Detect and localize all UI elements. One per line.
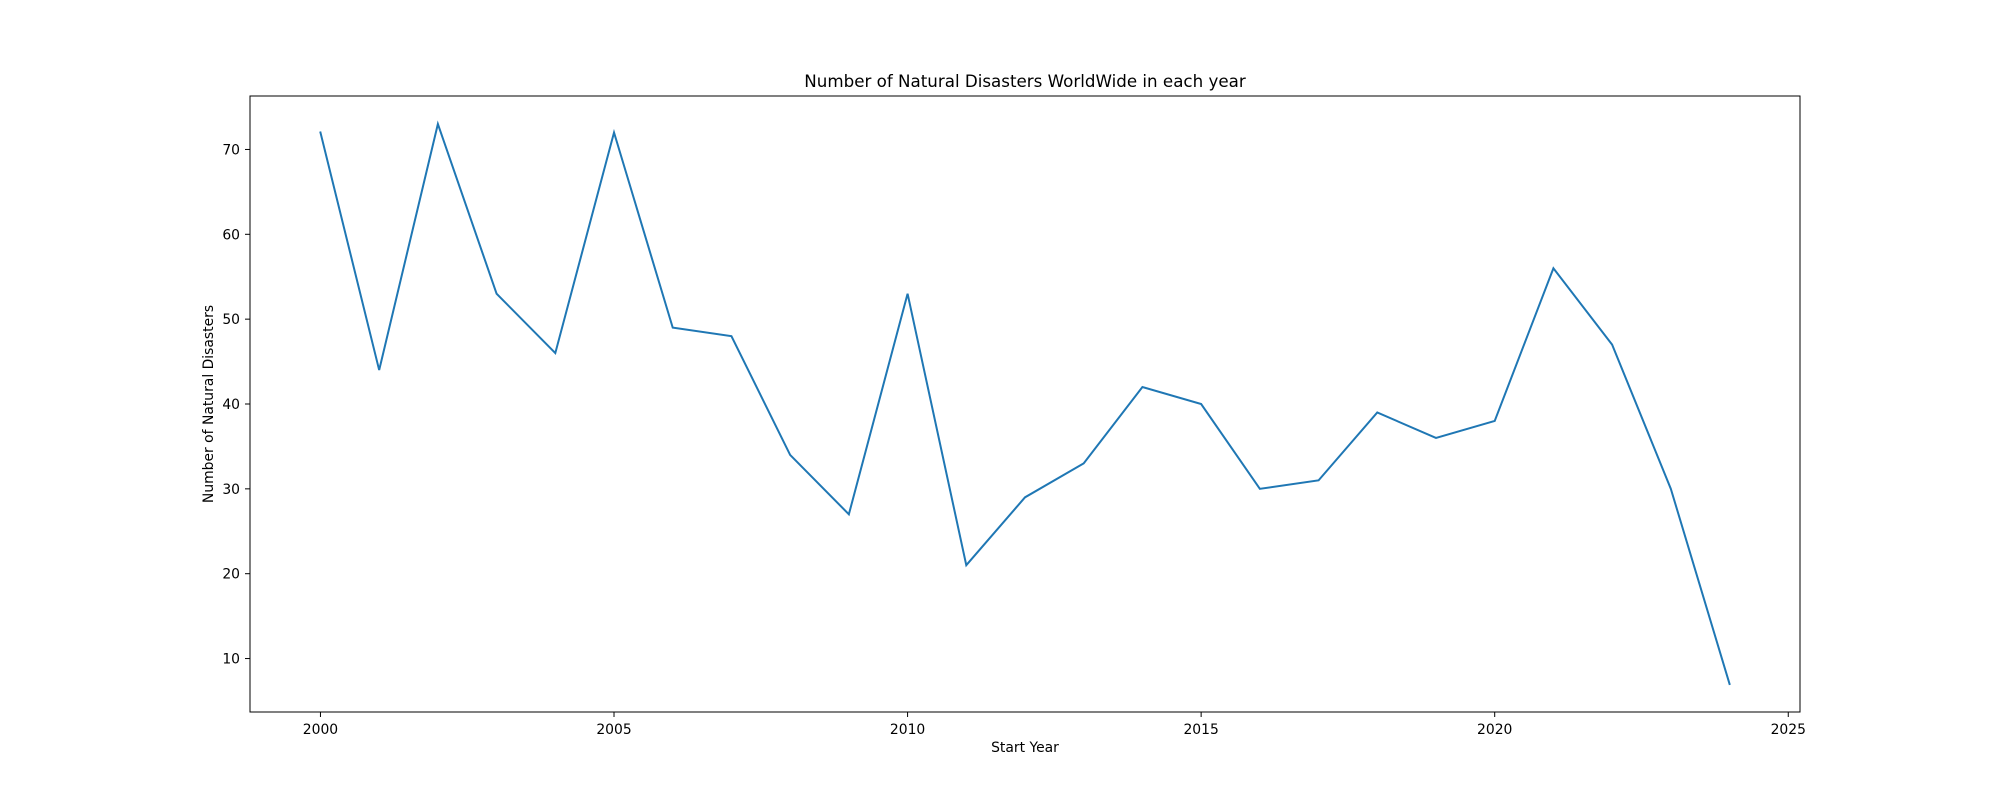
data-point (1316, 477, 1322, 483)
y-tick-label: 50 (222, 312, 240, 328)
x-tick-label: 2005 (596, 722, 631, 738)
data-point (611, 129, 617, 135)
data-point (670, 325, 676, 331)
data-point (905, 291, 911, 297)
data-point (1022, 494, 1028, 500)
data-point (1433, 435, 1439, 441)
data-point (846, 511, 852, 517)
y-tick-label: 70 (222, 142, 240, 158)
y-tick-label: 30 (222, 482, 240, 498)
x-axis-title: Start Year (991, 740, 1059, 756)
y-tick-label: 40 (222, 397, 240, 413)
data-point (1198, 401, 1204, 407)
data-point (1081, 460, 1087, 466)
data-point (1550, 265, 1556, 271)
y-tick-label: 10 (222, 652, 240, 668)
data-point (1374, 409, 1380, 415)
data-point (1492, 418, 1498, 424)
data-point (494, 291, 500, 297)
data-point (1668, 486, 1674, 492)
data-point (787, 452, 793, 458)
y-tick-label: 60 (222, 227, 240, 243)
data-point (1727, 681, 1733, 687)
data-point (317, 129, 323, 135)
data-point (435, 121, 441, 127)
data-point (376, 367, 382, 373)
plot-frame (249, 95, 1801, 713)
x-tick-label: 2010 (890, 722, 925, 738)
data-point (728, 333, 734, 339)
chart-title: Number of Natural Disasters WorldWide in… (804, 71, 1246, 91)
data-point (552, 350, 558, 356)
y-tick-label: 20 (222, 567, 240, 583)
series-layer (317, 120, 1733, 687)
ticks-layer: 2000 2005 2010 2015 2020 2025 10 20 30 40 50 60 70 (222, 142, 1806, 738)
data-point (963, 562, 969, 568)
y-axis-title: Number of Natural Disasters (201, 305, 217, 503)
x-tick-label: 2000 (303, 722, 338, 738)
data-point (1609, 342, 1615, 348)
series-line (319, 120, 1731, 686)
x-tick-label: 2015 (1183, 722, 1218, 738)
x-tick-label: 2025 (1771, 722, 1806, 738)
data-point (1257, 486, 1263, 492)
x-tick-label: 2020 (1477, 722, 1512, 738)
data-point (1139, 384, 1145, 390)
